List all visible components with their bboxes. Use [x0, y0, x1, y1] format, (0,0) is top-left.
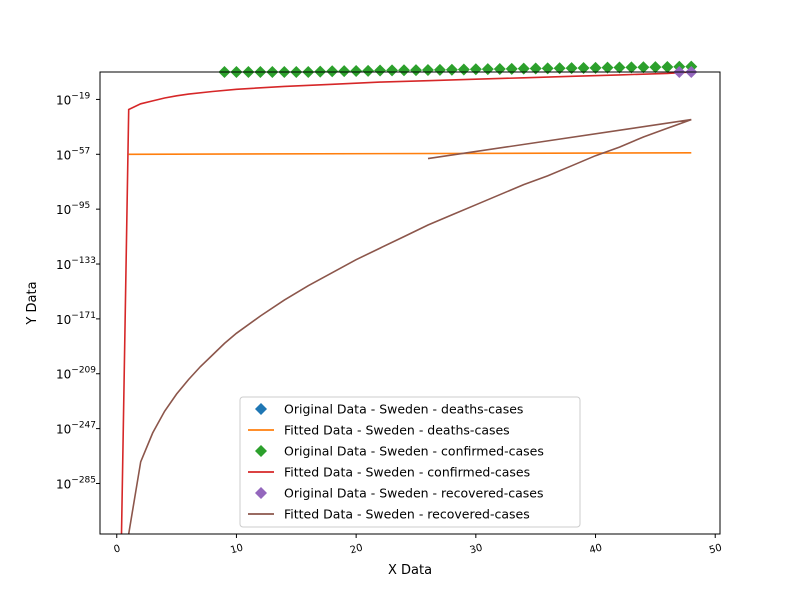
- legend-swatch-0: [255, 403, 267, 415]
- series-2-marker-32: [601, 61, 614, 74]
- x-axis-ticks: 0 10 20 30 40 50: [113, 534, 723, 556]
- series-line-1: [128, 152, 692, 156]
- series-2-marker-12: [362, 64, 375, 77]
- series-line-5: [127, 118, 692, 535]
- x-tick-label-4: 40: [588, 542, 603, 556]
- series-2-marker-30: [577, 61, 590, 74]
- legend-swatch-4: [255, 487, 267, 499]
- series-2-marker-28: [553, 62, 566, 75]
- series-2-marker-16: [409, 64, 422, 77]
- x-tick-label-5: 50: [708, 542, 723, 556]
- y-axis-label: Y Data: [25, 281, 40, 325]
- series-2-marker-37: [661, 60, 674, 73]
- series-2-marker-18: [433, 63, 446, 76]
- legend-label-1: Fitted Data - Sweden - deaths-cases: [284, 423, 510, 438]
- series-2-marker-14: [386, 64, 399, 77]
- x-tick-label-1: 10: [229, 542, 244, 556]
- x-tick-label-0: 0: [113, 543, 122, 555]
- series-2-marker-19: [445, 63, 458, 76]
- series-2-marker-10: [338, 65, 351, 78]
- series-2-marker-15: [398, 64, 411, 77]
- series-2-marker-35: [637, 61, 650, 74]
- series-2-marker-31: [589, 61, 602, 74]
- legend-label-5: Fitted Data - Sweden - recovered-cases: [284, 507, 530, 522]
- x-tick-label-3: 30: [469, 542, 484, 556]
- legend-swatch-2: [255, 445, 267, 457]
- legend-label-0: Original Data - Sweden - deaths-cases: [284, 402, 523, 417]
- legend-label-3: Fitted Data - Sweden - confirmed-cases: [284, 465, 530, 480]
- series-2-marker-34: [625, 61, 638, 74]
- x-tick-label-2: 20: [349, 542, 364, 556]
- legend-label-2: Original Data - Sweden - confirmed-cases: [284, 444, 544, 459]
- series-2-marker-27: [541, 62, 554, 75]
- series-2-marker-11: [350, 64, 363, 77]
- series-2-marker-33: [613, 61, 626, 74]
- series-2-marker-20: [457, 63, 470, 76]
- series-2-marker-17: [421, 63, 434, 76]
- series-2-marker-36: [649, 61, 662, 74]
- plot-lines: [120, 71, 692, 535]
- legend: Original Data - Sweden - deaths-cases Fit…: [239, 396, 581, 528]
- series-line-3: [120, 71, 692, 535]
- legend-box: [239, 396, 581, 528]
- x-axis-label: X Data: [388, 563, 432, 578]
- series-2-marker-29: [565, 62, 578, 75]
- plot-frame: [99, 71, 721, 535]
- legend-label-4: Original Data - Sweden - recovered-cases: [284, 486, 543, 501]
- series-2-marker-13: [374, 64, 387, 77]
- series-2-marker-9: [326, 65, 339, 78]
